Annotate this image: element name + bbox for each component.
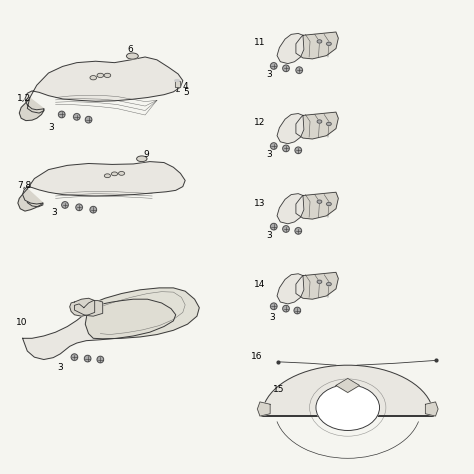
- Polygon shape: [425, 402, 438, 416]
- Text: 6: 6: [128, 46, 133, 55]
- Circle shape: [283, 145, 289, 152]
- Circle shape: [283, 226, 289, 232]
- Circle shape: [271, 143, 277, 149]
- Circle shape: [58, 111, 65, 118]
- Circle shape: [271, 303, 277, 310]
- Text: 11: 11: [254, 38, 265, 47]
- Polygon shape: [18, 189, 43, 211]
- Text: 12: 12: [254, 118, 265, 128]
- Ellipse shape: [327, 202, 331, 206]
- Text: 4: 4: [183, 82, 189, 91]
- Polygon shape: [296, 192, 338, 219]
- Circle shape: [295, 147, 301, 154]
- Ellipse shape: [317, 200, 322, 203]
- Polygon shape: [277, 114, 304, 144]
- Text: 9: 9: [144, 150, 149, 159]
- Ellipse shape: [111, 172, 118, 176]
- Ellipse shape: [175, 80, 180, 82]
- Polygon shape: [277, 194, 304, 224]
- Polygon shape: [296, 112, 338, 139]
- Polygon shape: [23, 299, 176, 359]
- Circle shape: [97, 356, 104, 363]
- Ellipse shape: [327, 122, 331, 126]
- Text: 16: 16: [251, 352, 263, 361]
- Ellipse shape: [317, 280, 322, 283]
- Circle shape: [84, 356, 91, 362]
- Polygon shape: [25, 57, 183, 113]
- Ellipse shape: [317, 120, 322, 123]
- Circle shape: [283, 305, 289, 312]
- Ellipse shape: [316, 385, 380, 430]
- Circle shape: [296, 67, 302, 73]
- Ellipse shape: [104, 174, 110, 178]
- Ellipse shape: [137, 156, 147, 162]
- Ellipse shape: [90, 76, 97, 80]
- Circle shape: [71, 354, 78, 360]
- Polygon shape: [262, 365, 434, 416]
- Ellipse shape: [127, 53, 138, 59]
- Text: 3: 3: [266, 70, 272, 79]
- Polygon shape: [85, 288, 199, 339]
- Ellipse shape: [104, 73, 111, 77]
- Polygon shape: [74, 301, 103, 316]
- Text: 3: 3: [266, 150, 272, 159]
- Text: 1,2: 1,2: [17, 94, 31, 103]
- Text: 7,8: 7,8: [17, 181, 31, 190]
- Polygon shape: [19, 98, 44, 120]
- Text: 3: 3: [269, 313, 275, 321]
- Ellipse shape: [97, 73, 104, 77]
- Ellipse shape: [118, 172, 125, 175]
- Text: 14: 14: [254, 280, 265, 289]
- Circle shape: [294, 307, 301, 314]
- Circle shape: [73, 114, 80, 120]
- Circle shape: [85, 117, 92, 123]
- Polygon shape: [296, 273, 338, 299]
- Text: 3: 3: [266, 231, 272, 240]
- Polygon shape: [175, 81, 180, 87]
- Polygon shape: [277, 274, 304, 304]
- Polygon shape: [70, 298, 95, 316]
- Ellipse shape: [317, 40, 322, 43]
- Ellipse shape: [327, 283, 331, 286]
- Circle shape: [76, 204, 82, 210]
- Text: 3: 3: [48, 123, 54, 132]
- Ellipse shape: [327, 42, 331, 46]
- Polygon shape: [277, 34, 304, 64]
- Circle shape: [295, 228, 301, 234]
- Circle shape: [90, 206, 97, 213]
- Text: 5: 5: [183, 88, 189, 97]
- Text: 13: 13: [254, 199, 265, 208]
- Circle shape: [271, 223, 277, 230]
- Text: 10: 10: [16, 318, 27, 327]
- Polygon shape: [336, 378, 359, 392]
- Circle shape: [62, 201, 68, 208]
- Text: 3: 3: [51, 208, 56, 217]
- Text: 3: 3: [57, 364, 63, 373]
- Polygon shape: [257, 402, 270, 416]
- Polygon shape: [23, 162, 185, 207]
- Text: 15: 15: [273, 385, 285, 394]
- Circle shape: [271, 63, 277, 69]
- Circle shape: [283, 65, 289, 72]
- Polygon shape: [296, 32, 338, 59]
